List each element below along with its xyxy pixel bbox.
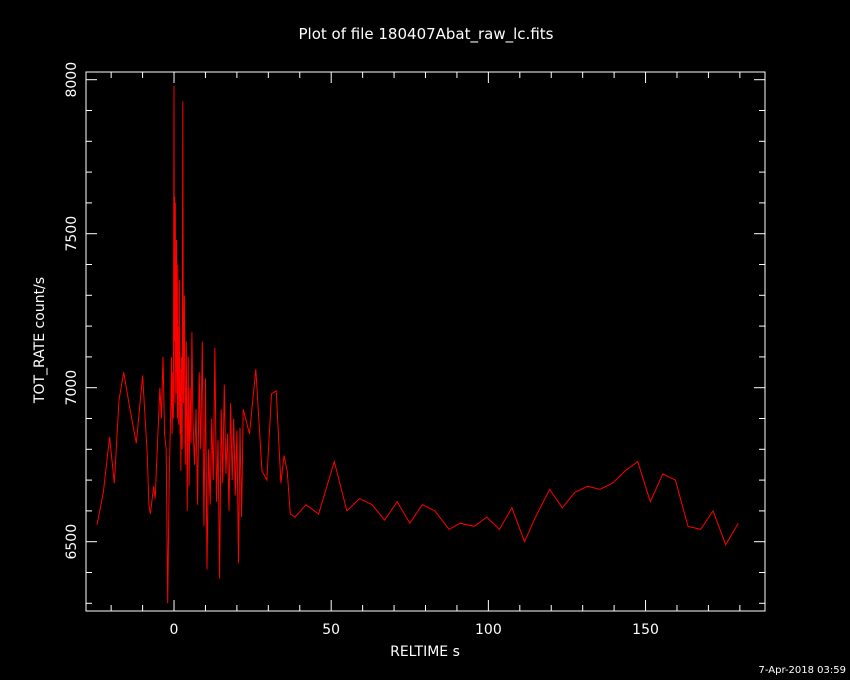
y-tick-label: 7500 — [64, 216, 80, 252]
y-axis-tick-labels: 6500 7000 7500 8000 — [64, 62, 80, 560]
series-line-tot-rate — [96, 85, 739, 604]
y-tick-label: 7000 — [64, 370, 80, 406]
x-tick-label: 150 — [632, 622, 659, 638]
y-tick-label: 6500 — [64, 524, 80, 560]
x-tick-label: 100 — [475, 622, 502, 638]
x-tick-label: 50 — [322, 622, 340, 638]
y-axis-ticks — [86, 79, 765, 604]
y-axis-label: TOT_RATE count/s — [32, 277, 48, 404]
x-axis-tick-labels: 0 50 100 150 — [170, 622, 659, 638]
chart-title: Plot of file 180407Abat_raw_lc.fits — [299, 25, 554, 44]
timestamp-label: 7-Apr-2018 03:59 — [759, 665, 846, 676]
x-tick-label: 0 — [170, 622, 179, 638]
x-axis-ticks — [110, 72, 741, 611]
x-axis-label: RELTIME s — [390, 644, 460, 660]
y-tick-label: 8000 — [64, 62, 80, 98]
